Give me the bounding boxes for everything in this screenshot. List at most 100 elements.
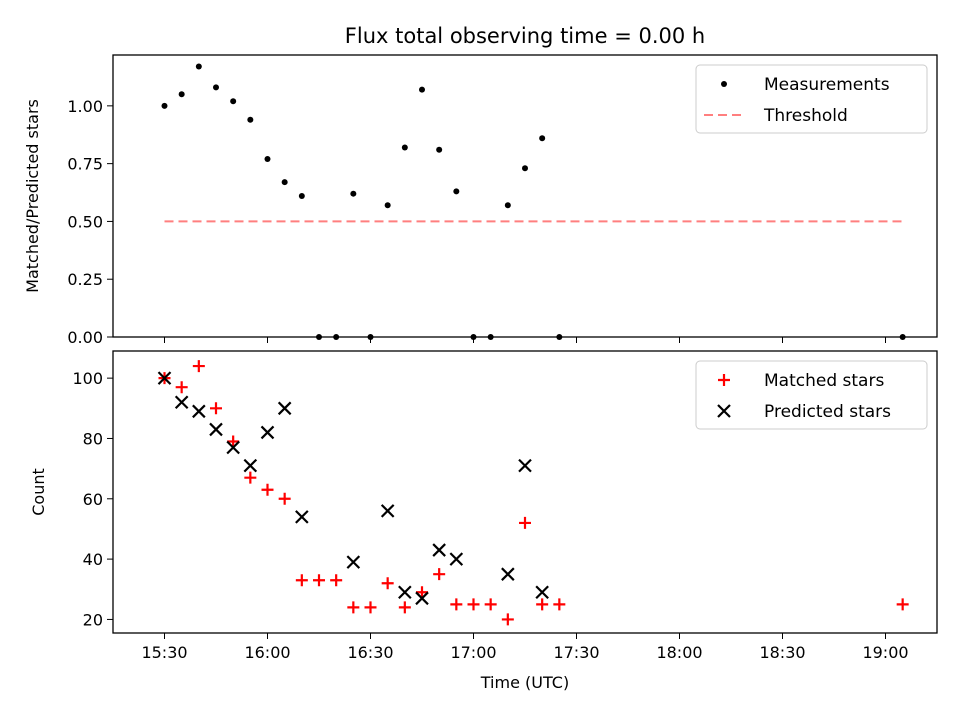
predicted-stars-point [518, 458, 532, 473]
x-tick-label: 17:00 [450, 643, 496, 662]
matched-stars-point [896, 598, 909, 611]
measurements-point [247, 116, 254, 123]
matched-stars-point [519, 516, 531, 529]
plot-frame [112, 350, 938, 634]
measurements-legend-swatch [721, 81, 727, 87]
legend: Matched stars Predicted stars [695, 360, 928, 430]
measurements-point [436, 146, 443, 153]
predicted-stars-point [192, 404, 206, 419]
x-tick-label: 16:00 [244, 643, 290, 662]
measurements-point [522, 165, 528, 172]
measurements-point [384, 202, 391, 209]
predicted-stars-point [209, 422, 223, 437]
measurements-point [298, 193, 305, 199]
matched-stars-point [175, 381, 188, 394]
predicted-stars-legend-swatch [717, 404, 731, 418]
y-tick-label: 0.00 [67, 328, 103, 347]
matched-stars-point [330, 574, 343, 587]
legend-label: Predicted stars [764, 402, 891, 422]
measurements-point [419, 86, 425, 93]
y-tick-label: 80 [83, 429, 103, 448]
matched-stars-point [536, 598, 549, 611]
x-tick-label: 18:30 [759, 643, 805, 662]
measurements-point [504, 202, 511, 209]
data-points [157, 360, 909, 626]
matched-stars-point [295, 574, 308, 587]
matched-stars-point [192, 360, 205, 373]
matched-stars-point [484, 598, 497, 611]
matched-stars-point [244, 471, 257, 484]
predicted-stars-point [260, 425, 275, 440]
predicted-stars-point [277, 401, 292, 416]
predicted-stars-point [449, 552, 464, 566]
y-tick-label: 0.25 [67, 270, 103, 289]
measurements-point [401, 144, 408, 151]
y-axis-label: Count [29, 468, 48, 516]
top-panel: 0.00 0.25 0.50 0.75 1.00 Matched/Predicted st… [23, 54, 938, 347]
predicted-stars-point [415, 591, 429, 606]
measurements-point [161, 102, 168, 109]
matched-stars-point [364, 601, 377, 614]
matched-stars-point [553, 598, 566, 611]
y-axis-label: Matched/Predicted stars [23, 99, 42, 293]
x-tick-label: 17:30 [553, 643, 599, 662]
matched-stars-point [261, 483, 274, 496]
x-tick-label: 19:00 [862, 643, 908, 662]
legend: Measurements Threshold [695, 64, 928, 134]
predicted-stars-point [226, 440, 240, 455]
matched-stars-point [347, 601, 360, 614]
x-tick-label: 18:00 [656, 643, 702, 662]
measurements-point [178, 91, 185, 98]
plot-frame [112, 54, 938, 338]
legend-box [695, 64, 928, 134]
matched-stars-point [501, 613, 514, 626]
measurements-point [350, 190, 357, 197]
matched-stars-point [398, 601, 411, 614]
legend-label: Threshold [763, 106, 848, 126]
predicted-stars-point [174, 395, 189, 410]
predicted-stars-point [380, 504, 395, 518]
predicted-stars-point [501, 567, 515, 581]
matched-stars-point [433, 568, 446, 581]
predicted-stars-point [243, 458, 258, 473]
predicted-stars-point [398, 585, 412, 600]
y-tick-label: 100 [72, 369, 103, 388]
data-points [161, 63, 906, 340]
matched-stars-point [278, 492, 291, 505]
predicted-stars-point [535, 585, 549, 600]
matched-stars-point [416, 586, 428, 599]
legend-label: Measurements [764, 75, 890, 95]
y-tick-label: 1.00 [67, 97, 103, 116]
x-tick-label: 15:30 [141, 643, 187, 662]
matched-stars-legend-swatch [718, 374, 730, 386]
y-tick-label: 0.50 [67, 212, 103, 231]
matched-stars-point [450, 598, 463, 611]
y-tick-label: 0.75 [67, 155, 103, 174]
measurements-point [195, 63, 202, 70]
chart-title: Flux total observing time = 0.00 h [345, 24, 705, 48]
matched-stars-point [313, 574, 325, 587]
bottom-panel: 20 40 60 80 100 15:30 16:00 16:30 17:00 17:30 18:0… [29, 350, 938, 692]
measurements-point [264, 156, 271, 163]
matched-stars-point [210, 402, 222, 415]
predicted-stars-point [157, 371, 172, 385]
measurements-point [539, 135, 546, 142]
matched-stars-point [227, 435, 240, 448]
y-tick-label: 60 [83, 490, 103, 509]
predicted-stars-point [432, 543, 446, 557]
measurements-point [281, 179, 288, 186]
y-tick-label: 40 [83, 550, 103, 569]
predicted-stars-point [346, 555, 361, 569]
measurements-point [230, 98, 237, 105]
measurements-point [453, 188, 460, 195]
legend-box [695, 360, 928, 430]
predicted-stars-point [295, 510, 309, 524]
matched-stars-point [467, 598, 480, 611]
legend-label: Matched stars [764, 371, 884, 391]
x-tick-label: 16:30 [347, 643, 393, 662]
measurements-point [213, 84, 219, 91]
matched-stars-point [381, 577, 394, 590]
y-tick-label: 20 [83, 610, 103, 629]
x-axis-label: Time (UTC) [480, 673, 569, 692]
